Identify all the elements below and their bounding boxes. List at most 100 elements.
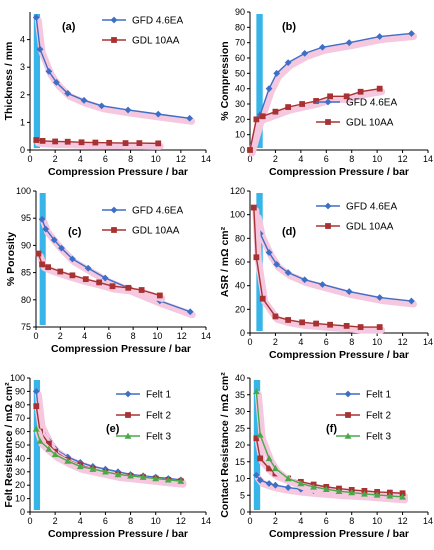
x-tick-label: 10 (372, 154, 382, 164)
data-point (345, 288, 353, 295)
x-tick-label: 0 (33, 331, 38, 341)
y-tick-label: 80 (15, 400, 25, 410)
x-tick-label: 6 (103, 154, 108, 164)
data-point (98, 102, 106, 110)
panel-letter: (c) (68, 226, 82, 238)
data-point (272, 481, 279, 489)
y-tick-label: 50 (235, 68, 245, 78)
x-tick-label: 6 (324, 337, 329, 347)
data-point (32, 14, 40, 21)
legend-label: GFD 4.6EA (132, 16, 183, 27)
chart-b: 0 2 4 6 8 10 12 14 0 10 20 30 40 50 60 70 80 90 Compressio… (219, 7, 433, 178)
legend-label: Felt 1 (146, 390, 171, 401)
y-tick-label: 0 (20, 145, 25, 155)
data-point (33, 403, 40, 410)
data-point (319, 281, 326, 288)
legend-marker (344, 432, 352, 439)
x-tick-label: 4 (82, 331, 87, 341)
legend: GFD 4.6EA GDL 10AA (102, 206, 183, 237)
x-tick-label: 14 (201, 331, 211, 341)
data-point (265, 480, 273, 487)
data-point (39, 138, 46, 144)
data-point (51, 450, 59, 458)
x-tick-label: 8 (131, 331, 136, 341)
data-point (284, 269, 292, 277)
x-tick-label: 8 (349, 516, 354, 526)
band-highlight (33, 380, 41, 510)
data-point (92, 139, 99, 146)
x-tick-label: 14 (423, 337, 433, 347)
data-point (252, 388, 260, 395)
legend-marker (324, 202, 332, 210)
data-point (45, 264, 52, 271)
data-point (45, 67, 53, 75)
data-point (32, 425, 40, 432)
data-point (64, 457, 72, 464)
data-point (35, 250, 42, 257)
legend-label: GDL 10AA (346, 118, 394, 129)
series-shadow (248, 88, 386, 157)
data-point (253, 435, 260, 442)
y-tick-label: 20 (235, 440, 245, 450)
y-tick-label: 100 (230, 210, 245, 220)
data-point (89, 465, 97, 472)
x-tick-label: 10 (372, 516, 382, 526)
x-tick-label: 6 (324, 154, 329, 164)
data-point (399, 493, 406, 500)
data-point (138, 287, 145, 293)
data-point (373, 491, 381, 498)
data-point (297, 480, 305, 487)
y-tick-label: 40 (235, 373, 245, 383)
y-tick-label: 80 (235, 22, 245, 32)
data-point (76, 463, 84, 470)
data-point (322, 485, 330, 492)
x-tick-label: 8 (128, 154, 133, 164)
data-point (266, 465, 272, 472)
data-point (357, 88, 364, 95)
data-point (313, 98, 320, 104)
x-axis-label: Compression Pressure / bar (48, 528, 188, 540)
series-2 (35, 250, 166, 302)
data-point (64, 138, 71, 145)
data-point (257, 455, 264, 462)
y-tick-label: 10 (235, 474, 245, 484)
x-tick-label: 10 (151, 516, 161, 526)
data-point (127, 472, 134, 479)
legend: GFD 4.6EA GDL 10AA (102, 16, 183, 47)
x-tick-label: 12 (398, 516, 408, 526)
y-tick-label: 60 (235, 257, 245, 267)
y-tick-label: 90 (15, 386, 25, 396)
x-tick-label: 8 (128, 516, 133, 526)
chart-f: 0 2 4 6 8 10 12 14 0 5 10 15 20 25 30 35 40 Compression P… (219, 372, 433, 540)
data-point (345, 39, 353, 47)
data-point (319, 43, 326, 51)
panel-letter: (b) (282, 21, 296, 33)
data-point (39, 261, 45, 268)
data-point (284, 484, 292, 491)
y-tick-label: 20 (15, 480, 25, 490)
data-point (78, 139, 85, 146)
data-point (272, 313, 279, 320)
y-tick-label: 85 (21, 268, 31, 278)
y-tick-label: 70 (15, 413, 25, 423)
x-tick-label: 6 (106, 331, 111, 341)
legend-marker (345, 412, 351, 418)
y-tick-label: 10 (15, 494, 25, 504)
data-point (284, 59, 292, 66)
data-point (80, 96, 88, 104)
data-point (399, 490, 406, 497)
y-tick-label: 1 (20, 117, 25, 127)
legend: Felt 1 Felt 2 Felt 3 (116, 390, 171, 443)
x-tick-label: 10 (152, 331, 162, 341)
data-point (284, 475, 292, 482)
data-point (33, 137, 40, 143)
data-point (38, 215, 46, 223)
data-point (265, 455, 273, 462)
y-tick-label: 120 (230, 186, 245, 196)
x-tick-label: 2 (273, 337, 278, 347)
data-point (247, 147, 253, 153)
data-point (335, 487, 343, 494)
legend-label: GFD 4.6EA (346, 202, 397, 213)
legend: GFD 4.6EA GDL 10AA (316, 98, 397, 129)
data-point (53, 78, 60, 86)
